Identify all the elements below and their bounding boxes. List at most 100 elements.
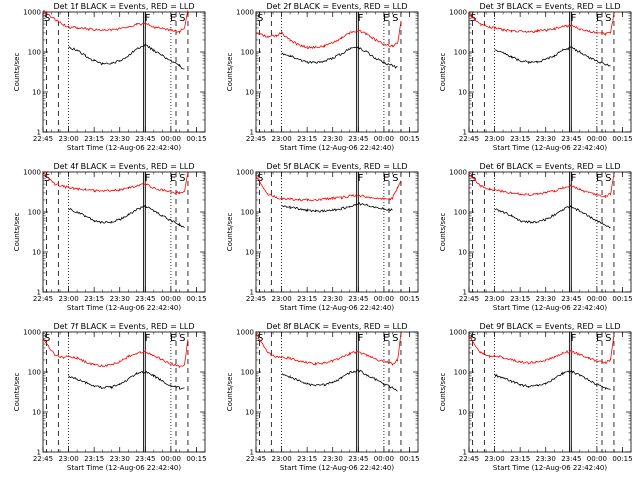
panel-title: Det 3f BLACK = Events, RED = LLD <box>479 2 620 11</box>
x-tick-label: 23:15 <box>510 135 530 143</box>
region-marker: S <box>44 173 50 184</box>
detector-panel-1: Det 1f BLACK = Events, RED = LLD 1 10 100 10… <box>13 2 207 152</box>
x-tick-label: 23:30 <box>323 455 343 463</box>
region-marker: F <box>571 13 577 24</box>
x-tick-label: 23:00 <box>271 295 291 303</box>
events-series-line <box>68 204 185 228</box>
y-tick-label: 100 <box>454 49 467 57</box>
y-tick-label: 100 <box>28 209 41 217</box>
plot-frame <box>42 331 206 453</box>
detector-panel-4: Det 4f BLACK = Events, RED = LLD 1 10 100 10… <box>13 162 207 312</box>
x-axis-label: Start Time (12-Aug-06 22:42:40) <box>280 464 394 472</box>
region-marker: E <box>383 333 389 344</box>
x-tick-label: 23:30 <box>110 135 130 143</box>
x-tick-label: 23:15 <box>510 295 530 303</box>
y-tick-label: 100 <box>241 209 254 217</box>
y-tick-label: 1 <box>250 449 254 457</box>
x-tick-label: 00:00 <box>161 135 181 143</box>
events-series-line <box>281 368 398 392</box>
region-marker: E <box>596 13 602 24</box>
region-marker: S <box>392 13 398 24</box>
y-axis-label: Counts/sec <box>13 53 21 92</box>
plot-frame <box>468 331 632 453</box>
x-tick-label: 23:15 <box>510 455 530 463</box>
detector-panel-6: Det 6f BLACK = Events, RED = LLD 1 10 100 10… <box>439 162 633 312</box>
x-tick-label: 22:45 <box>459 135 479 143</box>
region-marker: S <box>605 173 611 184</box>
region-marker: F <box>145 13 151 24</box>
y-tick-label: 1000 <box>236 169 254 177</box>
panel-title: Det 1f BLACK = Events, RED = LLD <box>53 2 194 11</box>
plot-frame <box>255 171 419 293</box>
x-axis-label: Start Time (12-Aug-06 22:42:40) <box>67 304 181 312</box>
x-tick-label: 23:45 <box>561 295 581 303</box>
x-tick-label: 23:45 <box>561 135 581 143</box>
x-tick-label: 00:00 <box>374 135 394 143</box>
x-tick-label: 22:45 <box>33 455 53 463</box>
x-tick-label: 00:00 <box>374 455 394 463</box>
x-tick-label: 23:30 <box>110 455 130 463</box>
x-tick-label: 23:00 <box>271 135 291 143</box>
x-tick-label: 00:00 <box>587 295 607 303</box>
x-tick-label: 23:00 <box>484 455 504 463</box>
region-marker: F <box>358 333 364 344</box>
region-marker: E <box>170 173 176 184</box>
panel-title: Det 9f BLACK = Events, RED = LLD <box>479 322 620 331</box>
x-tick-label: 00:15 <box>186 455 206 463</box>
x-tick-label: 22:45 <box>33 135 53 143</box>
y-tick-label: 1000 <box>449 169 467 177</box>
y-tick-label: 1 <box>463 449 467 457</box>
x-tick-label: 23:00 <box>484 295 504 303</box>
region-marker: S <box>605 333 611 344</box>
region-marker: F <box>358 13 364 24</box>
y-tick-label: 10 <box>245 249 254 257</box>
x-axis-label: Start Time (12-Aug-06 22:42:40) <box>280 304 394 312</box>
x-tick-label: 23:15 <box>297 295 317 303</box>
lld-series-line <box>42 9 189 35</box>
lld-series-line <box>42 337 189 369</box>
x-tick-label: 22:45 <box>459 455 479 463</box>
x-axis-label: Start Time (12-Aug-06 22:42:40) <box>493 304 607 312</box>
x-axis-label: Start Time (12-Aug-06 22:42:40) <box>67 464 181 472</box>
lld-series-line <box>256 21 402 50</box>
y-tick-label: 1000 <box>449 329 467 337</box>
events-series-line <box>68 43 185 70</box>
y-axis-label: Counts/sec <box>226 53 234 92</box>
region-marker: S <box>44 13 50 24</box>
panel-title: Det 8f BLACK = Events, RED = LLD <box>266 322 407 331</box>
x-tick-label: 23:45 <box>348 455 368 463</box>
x-tick-label: 23:30 <box>323 135 343 143</box>
detector-panel-8: Det 8f BLACK = Events, RED = LLD 1 10 100 10… <box>226 322 420 472</box>
y-tick-label: 100 <box>454 209 467 217</box>
x-tick-label: 23:00 <box>271 455 291 463</box>
plot-frame <box>468 11 632 133</box>
x-tick-label: 00:15 <box>186 135 206 143</box>
lld-series-line <box>468 12 615 37</box>
x-tick-label: 22:45 <box>246 455 266 463</box>
x-tick-label: 23:45 <box>348 295 368 303</box>
events-series-line <box>281 202 393 213</box>
y-tick-label: 100 <box>28 49 41 57</box>
lld-series-line <box>468 334 615 365</box>
y-tick-label: 1 <box>250 129 254 137</box>
lld-series-line <box>468 173 615 199</box>
x-tick-label: 23:00 <box>58 455 78 463</box>
x-tick-label: 00:15 <box>612 135 632 143</box>
y-axis-label: Counts/sec <box>439 373 447 412</box>
region-marker: E <box>596 173 602 184</box>
x-axis-label: Start Time (12-Aug-06 22:42:40) <box>67 144 181 152</box>
x-tick-label: 00:15 <box>399 295 419 303</box>
x-axis-label: Start Time (12-Aug-06 22:42:40) <box>493 464 607 472</box>
region-marker: E <box>170 13 176 24</box>
x-tick-label: 00:00 <box>587 455 607 463</box>
x-tick-label: 23:45 <box>348 135 368 143</box>
y-tick-label: 1 <box>37 449 41 457</box>
detector-panel-2: Det 2f BLACK = Events, RED = LLD 1 10 100 10… <box>226 2 420 152</box>
panel-title: Det 6f BLACK = Events, RED = LLD <box>479 162 620 171</box>
y-tick-label: 1000 <box>23 169 41 177</box>
region-marker: F <box>571 333 577 344</box>
lld-series-line <box>255 175 402 202</box>
x-tick-label: 00:15 <box>399 135 419 143</box>
x-tick-label: 22:45 <box>246 135 266 143</box>
x-tick-label: 00:15 <box>612 295 632 303</box>
